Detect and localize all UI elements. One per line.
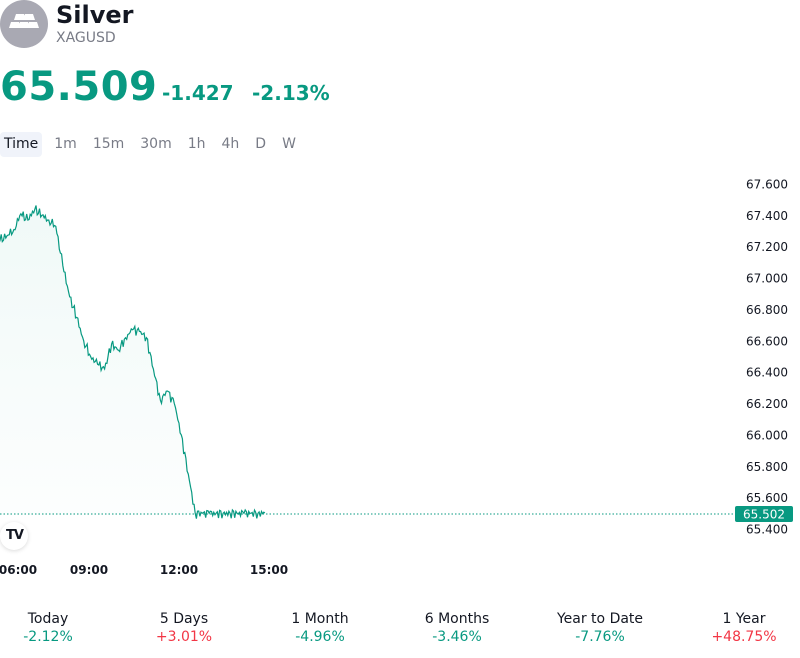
y-tick-label: 65.400 bbox=[746, 523, 788, 537]
price-area bbox=[0, 205, 265, 519]
perf-6-months[interactable]: 6 Months -3.46% bbox=[387, 610, 527, 646]
perf-value: +3.01% bbox=[155, 629, 213, 645]
interval-d[interactable]: D bbox=[255, 136, 267, 152]
interval-30m[interactable]: 30m bbox=[140, 136, 172, 152]
interval-w[interactable]: W bbox=[282, 136, 296, 152]
last-price-label: 65.502 bbox=[743, 508, 785, 522]
perf-1-year[interactable]: 1 Year +48.75% bbox=[674, 610, 800, 646]
y-tick-label: 65.800 bbox=[746, 460, 788, 474]
perf-value: -7.76% bbox=[575, 629, 625, 645]
perf-5-days[interactable]: 5 Days +3.01% bbox=[114, 610, 254, 646]
perf-value: +48.75% bbox=[711, 629, 777, 645]
price-line bbox=[0, 205, 266, 519]
y-tick-label: 66.400 bbox=[746, 366, 788, 380]
perf-label: 1 Month bbox=[291, 611, 349, 627]
tradingview-logo-text: TV bbox=[6, 528, 24, 543]
price-change-percent: -2.13% bbox=[252, 81, 330, 105]
last-price: 65.509 bbox=[0, 64, 158, 110]
y-tick-label: 66.800 bbox=[746, 303, 788, 317]
price-change: -1.427 bbox=[162, 81, 234, 105]
interval-1h[interactable]: 1h bbox=[187, 136, 206, 152]
perf-label: 6 Months bbox=[424, 611, 490, 627]
interval-15m[interactable]: 15m bbox=[92, 136, 125, 152]
y-tick-label: 66.200 bbox=[746, 397, 788, 411]
performance-bar: Today -2.12% 5 Days +3.01% 1 Month -4.96… bbox=[0, 610, 800, 650]
perf-1-month[interactable]: 1 Month -4.96% bbox=[250, 610, 390, 646]
y-tick-label: 67.400 bbox=[746, 209, 788, 223]
perf-today[interactable]: Today -2.12% bbox=[0, 610, 118, 646]
x-tick-label: 06:00 bbox=[0, 563, 37, 577]
symbol-ticker: XAGUSD bbox=[56, 30, 116, 46]
y-tick-label: 65.600 bbox=[746, 491, 788, 505]
perf-label: 5 Days bbox=[159, 611, 209, 627]
y-tick-label: 66.000 bbox=[746, 428, 788, 442]
perf-value: -4.96% bbox=[295, 629, 345, 645]
perf-label: Year to Date bbox=[556, 611, 644, 627]
y-tick-label: 66.600 bbox=[746, 334, 788, 348]
y-tick-label: 67.600 bbox=[746, 178, 788, 192]
x-tick-label: 09:00 bbox=[70, 563, 108, 577]
last-price-badge bbox=[735, 506, 793, 522]
symbol-title: Silver bbox=[56, 1, 134, 29]
perf-label: 1 Year bbox=[722, 611, 766, 627]
price-chart[interactable]: 65.502 67.600 67.400 67.200 67.000 66.800 66.6… bbox=[0, 170, 800, 590]
quote-panel: 65.509 -1.427 -2.13% bbox=[0, 62, 500, 112]
silver-bars-icon bbox=[0, 0, 48, 48]
perf-label: Today bbox=[27, 611, 69, 627]
y-tick-label: 67.200 bbox=[746, 240, 788, 254]
interval-4h[interactable]: 4h bbox=[221, 136, 240, 152]
symbol-header: Silver XAGUSD bbox=[0, 0, 400, 50]
interval-time[interactable]: Time bbox=[0, 132, 43, 157]
y-tick-label: 67.000 bbox=[746, 272, 788, 286]
perf-value: -2.12% bbox=[23, 629, 73, 645]
interval-selector: Time 1m 15m 30m 1h 4h D W bbox=[0, 132, 308, 157]
perf-value: -3.46% bbox=[432, 629, 482, 645]
tradingview-logo[interactable]: TV bbox=[0, 522, 28, 550]
x-tick-label: 12:00 bbox=[160, 563, 198, 577]
x-tick-label: 15:00 bbox=[250, 563, 288, 577]
perf-year-to-date[interactable]: Year to Date -7.76% bbox=[530, 610, 670, 646]
interval-1m[interactable]: 1m bbox=[54, 136, 77, 152]
